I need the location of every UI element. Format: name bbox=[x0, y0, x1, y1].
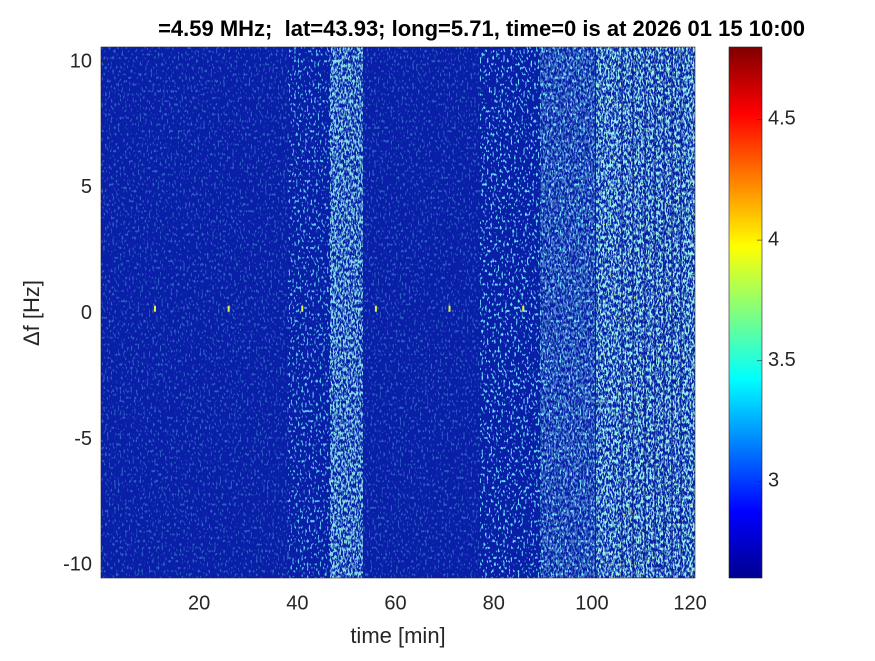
chart-title: =4.59 MHz; lat=43.93; long=5.71, time=0 … bbox=[158, 16, 805, 41]
x-axis-label: time [min] bbox=[350, 623, 445, 648]
heatmap-field bbox=[101, 47, 695, 578]
y-tick-label: 5 bbox=[81, 176, 92, 198]
y-tick-label: 0 bbox=[81, 302, 92, 324]
colorbar bbox=[728, 46, 763, 579]
spike bbox=[154, 305, 156, 312]
colorbar-tick-label: 3 bbox=[768, 470, 779, 492]
y-tick-label: -10 bbox=[63, 554, 92, 576]
colorbar-tick-label: 4.5 bbox=[768, 108, 796, 130]
spike bbox=[448, 305, 451, 312]
spike bbox=[522, 305, 525, 312]
x-tick-label: 80 bbox=[483, 592, 505, 614]
x-tick-label: 40 bbox=[286, 592, 308, 614]
spike bbox=[374, 305, 377, 312]
spike bbox=[301, 305, 304, 312]
colorbar-tick-label: 3.5 bbox=[768, 349, 796, 371]
y-axis-label: Δf [Hz] bbox=[19, 280, 44, 346]
colorbar-tick-label: 4 bbox=[768, 228, 779, 250]
x-tick-label: 20 bbox=[188, 592, 210, 614]
y-tick-label: -5 bbox=[74, 428, 92, 450]
plot-frame bbox=[100, 46, 696, 579]
x-tick-label: 120 bbox=[673, 592, 706, 614]
y-tick-label: 10 bbox=[70, 50, 92, 72]
x-tick-label: 60 bbox=[384, 592, 406, 614]
x-tick-label: 100 bbox=[575, 592, 608, 614]
spike bbox=[227, 305, 230, 312]
